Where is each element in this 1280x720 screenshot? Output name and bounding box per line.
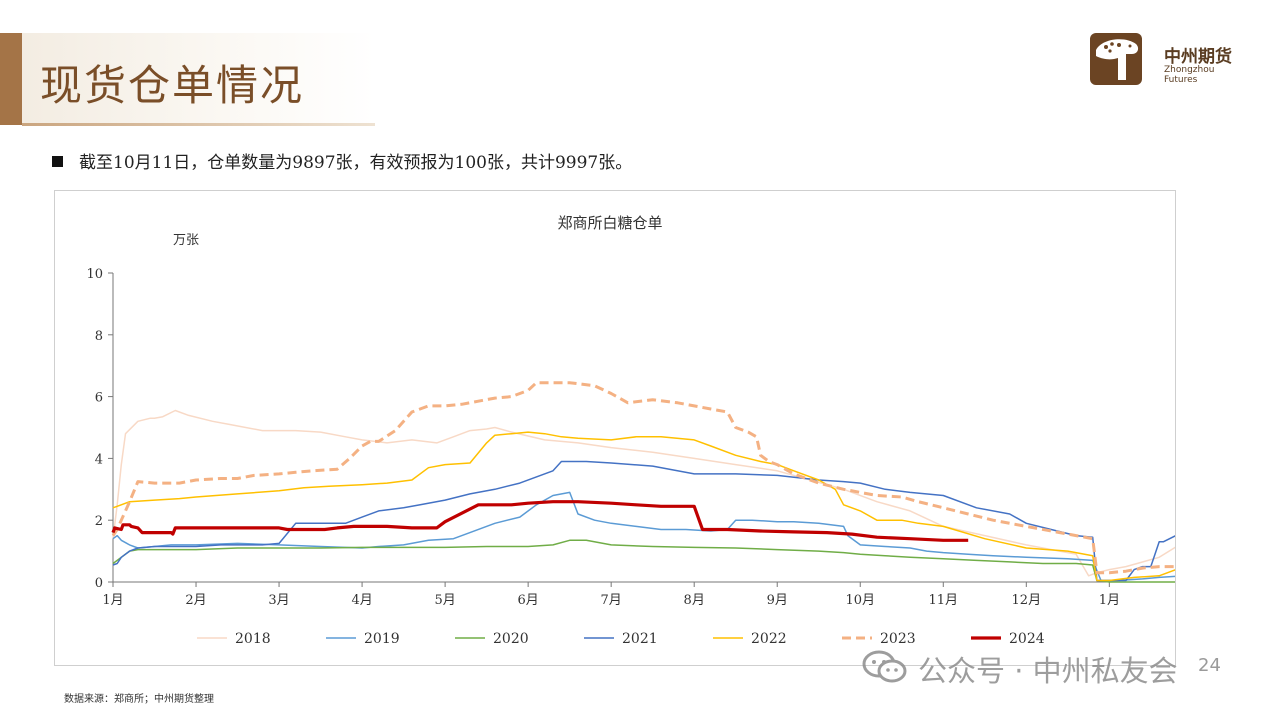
summary-text: 截至10月11日，仓单数量为9897张，有效预报为100张，共计9997张。 — [79, 153, 633, 173]
series-line-2023 — [111, 381, 1176, 575]
x-tick-label: 2月 — [185, 593, 206, 608]
company-logo: 中州期货 Zhongzhou Futures — [1086, 30, 1246, 88]
watermark-text: 公众号 · 中州私友会 — [918, 654, 1178, 688]
x-tick-label: 12月 — [1012, 593, 1042, 608]
legend-label-2022: 2022 — [751, 631, 787, 647]
x-tick-label: 10月 — [845, 593, 875, 608]
x-tick-label: 1月 — [102, 593, 123, 608]
series-line-2018 — [112, 409, 1185, 577]
chart-frame: 郑商所白糖仓单 万张 0 2 4 6 8 10 1月 2月 3月 4月 5月 6月 7月 8月 9月 10月 1… — [54, 190, 1194, 666]
legend-label-2020: 2020 — [493, 631, 529, 647]
title-accent-bar — [0, 33, 22, 125]
x-tick-label: 7月 — [601, 593, 622, 608]
y-tick-label: 0 — [95, 576, 103, 591]
title-underline — [22, 123, 375, 126]
x-tick-label: 8月 — [684, 593, 705, 608]
x-tick-label: 3月 — [268, 593, 289, 608]
chart-title: 郑商所白糖仓单 — [557, 214, 662, 232]
warehouse-receipt-chart: 郑商所白糖仓单 万张 0 2 4 6 8 10 1月 2月 3月 4月 5月 6月 7月 8月 9月 10月 1… — [86, 214, 1194, 647]
y-tick-label: 4 — [95, 452, 103, 467]
x-tick-label: 11月 — [929, 593, 959, 608]
y-axis-unit-label: 万张 — [173, 233, 199, 248]
series-line-2020 — [112, 539, 1189, 583]
summary-bullet: 截至10月11日，仓单数量为9897张，有效预报为100张，共计9997张。 — [52, 148, 632, 173]
series-layer — [111, 381, 1194, 583]
data-source-note: 数据来源：郑商所；中州期货整理 — [64, 694, 214, 705]
page-title: 现货仓单情况 — [40, 61, 305, 110]
x-tick-label: 6月 — [517, 593, 538, 608]
series-line-2022 — [112, 431, 1189, 582]
x-tick-label: 1月 — [1099, 593, 1120, 608]
wechat-icon — [862, 650, 907, 683]
x-tick-label: 9月 — [767, 593, 788, 608]
legend-label-2018: 2018 — [235, 631, 271, 647]
title-band — [0, 33, 375, 125]
y-tick-label: 8 — [95, 329, 103, 344]
legend: 2018 2019 2020 2021 2022 2023 2024 — [197, 631, 1045, 647]
y-tick-label: 2 — [95, 514, 103, 529]
legend-label-2024: 2024 — [1009, 631, 1045, 647]
page-number: 24 — [1198, 655, 1221, 676]
y-tick-label: 10 — [86, 267, 103, 282]
logo-english-name: Zhongzhou Futures — [1164, 65, 1215, 85]
x-tick-label: 5月 — [434, 593, 455, 608]
watermark: 公众号 · 中州私友会 — [862, 648, 1178, 690]
x-tick-label: 4月 — [351, 593, 372, 608]
axes-layer: 0 2 4 6 8 10 1月 2月 3月 4月 5月 6月 7月 8月 9月 10月 11月 12月 1月 — [86, 267, 1155, 608]
legend-label-2019: 2019 — [364, 631, 400, 647]
logo-name: 中州期货 — [1164, 47, 1232, 67]
legend-label-2023: 2023 — [880, 631, 916, 647]
legend-label-2021: 2021 — [622, 631, 658, 647]
y-tick-label: 6 — [95, 391, 103, 406]
bullet-square-icon — [52, 156, 63, 167]
series-line-2024 — [111, 500, 969, 542]
leopard-logo-icon — [1090, 33, 1142, 85]
